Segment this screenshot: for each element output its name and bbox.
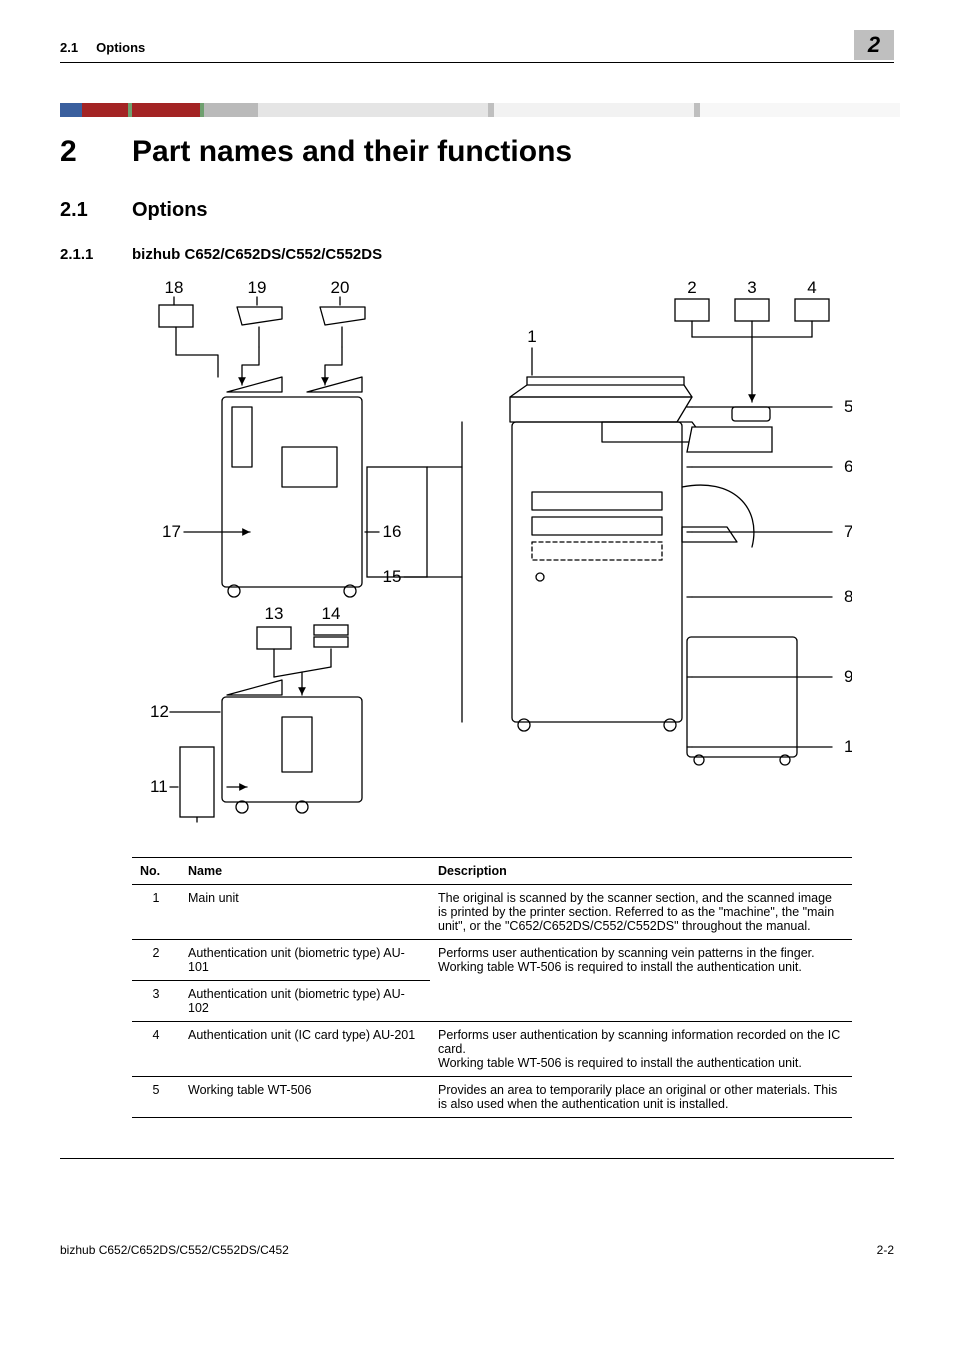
svg-text:7: 7 — [844, 522, 852, 541]
cell-desc: Performs user authentication by scanning… — [430, 1022, 852, 1077]
page-footer: bizhub C652/C652DS/C552/C552DS/C452 2-2 — [60, 1239, 894, 1257]
svg-text:13: 13 — [265, 604, 284, 623]
h2-number: 2.1 — [60, 199, 132, 222]
svg-text:19: 19 — [248, 278, 267, 297]
col-desc: Description — [430, 858, 852, 885]
footer-page: 2-2 — [877, 1243, 894, 1257]
svg-text:18: 18 — [165, 278, 184, 297]
chapter-number: 2 — [868, 32, 880, 58]
table-header-row: No. Name Description — [132, 858, 852, 885]
header-section-num: 2.1 — [60, 40, 78, 55]
svg-text:20: 20 — [331, 278, 350, 297]
h3-number: 2.1.1 — [60, 246, 132, 263]
table-row: 4Authentication unit (IC card type) AU-2… — [132, 1022, 852, 1077]
h3-title: bizhub C652/C652DS/C552/C552DS — [132, 246, 382, 263]
cell-no: 3 — [132, 981, 180, 1022]
header-section: 2.1 Options — [60, 40, 145, 55]
chapter-badge: 2 — [854, 30, 894, 60]
svg-text:5: 5 — [844, 397, 852, 416]
svg-text:10: 10 — [844, 737, 852, 756]
svg-text:9: 9 — [844, 667, 852, 686]
heading-2: 2.1 Options — [60, 199, 894, 222]
svg-text:16: 16 — [383, 522, 402, 541]
table-row: 5Working table WT-506Provides an area to… — [132, 1077, 852, 1118]
heading-3: 2.1.1 bizhub C652/C652DS/C552/C552DS — [60, 246, 894, 263]
svg-text:2: 2 — [687, 278, 696, 297]
svg-text:6: 6 — [844, 457, 852, 476]
table-row: 2Authentication unit (biometric type) AU… — [132, 940, 852, 981]
page: 2.1 Options 2 2 Part names and their fun… — [0, 0, 954, 1287]
decor-bar — [60, 103, 894, 117]
cell-no: 2 — [132, 940, 180, 981]
cell-no: 1 — [132, 885, 180, 940]
cell-name: Authentication unit (IC card type) AU-20… — [180, 1022, 430, 1077]
cell-name: Working table WT-506 — [180, 1077, 430, 1118]
options-diagram: 1234567891018192017161513141211 — [132, 277, 852, 837]
cell-no: 4 — [132, 1022, 180, 1077]
cell-desc: Performs user authentication by scanning… — [430, 940, 852, 1022]
h1-number: 2 — [60, 135, 132, 169]
col-name: Name — [180, 858, 430, 885]
svg-text:17: 17 — [162, 522, 181, 541]
header-section-title: Options — [96, 40, 145, 55]
cell-desc: Provides an area to temporarily place an… — [430, 1077, 852, 1118]
col-no: No. — [132, 858, 180, 885]
svg-text:11: 11 — [150, 777, 168, 796]
h1-title: Part names and their functions — [132, 135, 572, 169]
cell-name: Authentication unit (biometric type) AU-… — [180, 981, 430, 1022]
footer-model: bizhub C652/C652DS/C552/C552DS/C452 — [60, 1243, 289, 1257]
diagram-container: 1234567891018192017161513141211 — [132, 277, 894, 837]
cell-name: Main unit — [180, 885, 430, 940]
svg-text:14: 14 — [322, 604, 341, 623]
svg-text:8: 8 — [844, 587, 852, 606]
footer-rule — [60, 1158, 894, 1159]
options-table: No. Name Description 1Main unitThe origi… — [132, 857, 852, 1118]
heading-1: 2 Part names and their functions — [60, 135, 894, 169]
page-header: 2.1 Options 2 — [60, 40, 894, 63]
h2-title: Options — [132, 199, 208, 222]
svg-text:1: 1 — [527, 327, 536, 346]
svg-text:15: 15 — [383, 567, 402, 586]
cell-no: 5 — [132, 1077, 180, 1118]
cell-name: Authentication unit (biometric type) AU-… — [180, 940, 430, 981]
cell-desc: The original is scanned by the scanner s… — [430, 885, 852, 940]
svg-text:4: 4 — [807, 278, 816, 297]
table-row: 1Main unitThe original is scanned by the… — [132, 885, 852, 940]
svg-text:3: 3 — [747, 278, 756, 297]
svg-text:12: 12 — [150, 702, 169, 721]
